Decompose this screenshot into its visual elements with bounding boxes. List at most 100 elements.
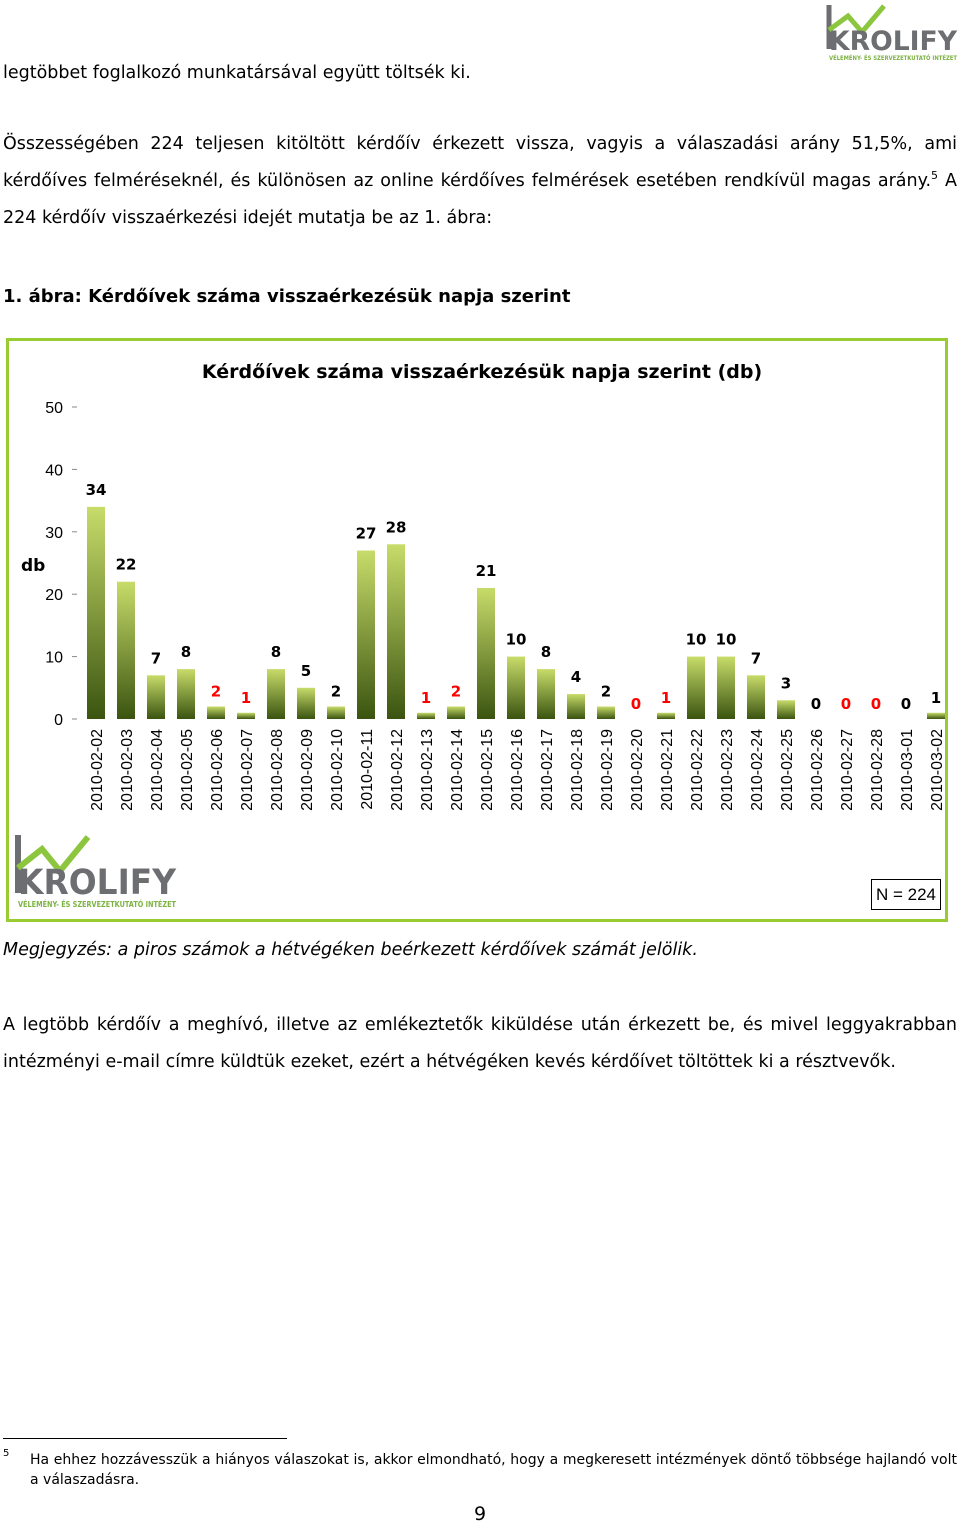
- bar: [267, 669, 285, 719]
- bar-value-label: 1: [241, 689, 251, 707]
- bar: [597, 706, 615, 719]
- x-tick-label: 2010-02-17: [539, 729, 556, 811]
- y-tick-label: 20: [45, 587, 63, 604]
- x-tick-label: 2010-02-22: [689, 729, 706, 811]
- x-tick-label: 2010-02-10: [329, 729, 346, 811]
- x-tick-label: 2010-02-25: [779, 729, 796, 811]
- bar-value-label: 0: [841, 695, 851, 713]
- bar-value-label: 7: [151, 649, 161, 667]
- bar: [507, 656, 525, 719]
- x-tick-label: 2010-02-18: [569, 729, 586, 811]
- bar: [477, 587, 495, 719]
- x-tick-label: 2010-02-08: [269, 729, 286, 811]
- krolify-logo-chart: KROLIFY VÉLEMÉNY- ÉS SZERVEZETKUTATÓ INT…: [15, 835, 177, 909]
- paragraph-response-rate-text: Összességében 224 teljesen kitöltött kér…: [3, 134, 957, 191]
- bar-value-label: 34: [86, 481, 107, 499]
- y-tick-label: 40: [45, 462, 63, 479]
- bar-value-label: 10: [686, 631, 707, 649]
- logo-tagline: VÉLEMÉNY- ÉS SZERVEZETKUTATÓ INTÉZET: [829, 54, 958, 62]
- bar-value-label: 8: [271, 643, 281, 661]
- x-tick-label: 2010-03-02: [929, 729, 945, 811]
- bar-value-label: 2: [211, 683, 221, 701]
- bar-value-label: 27: [356, 525, 377, 543]
- x-tick-label: 2010-02-28: [869, 729, 886, 811]
- bar: [447, 706, 465, 719]
- x-tick-label: 2010-02-23: [719, 729, 736, 811]
- x-tick-label: 2010-02-16: [509, 729, 526, 811]
- bar-value-label: 8: [541, 643, 551, 661]
- bar-value-label: 22: [116, 556, 137, 574]
- sample-size-box: N = 224: [871, 879, 941, 910]
- y-tick-label: 30: [45, 525, 63, 542]
- bar-value-label: 2: [331, 683, 341, 701]
- bar-value-label: 2: [451, 683, 461, 701]
- chart-note: Megjegyzés: a piros számok a hétvégéken …: [3, 940, 698, 960]
- footnote: 5 Ha ehhez hozzávesszük a hiányos válasz…: [3, 1448, 957, 1490]
- chart-logo-wordmark: KROLIFY: [18, 863, 177, 903]
- bar-value-label: 28: [386, 518, 407, 536]
- bar-value-label: 0: [811, 695, 821, 713]
- bar: [537, 669, 555, 719]
- x-tick-label: 2010-02-03: [119, 729, 136, 811]
- paragraph-response-rate-tail: A 224 kérdőív visszaérkezési idejét muta…: [3, 171, 957, 228]
- bar-value-label: 0: [901, 695, 911, 713]
- bar-value-label: 7: [751, 649, 761, 667]
- x-tick-label: 2010-02-09: [299, 729, 316, 811]
- y-tick-label: 0: [54, 712, 63, 729]
- x-tick-label: 2010-02-19: [599, 729, 616, 811]
- bar-value-label: 1: [421, 689, 431, 707]
- x-tick-label: 2010-02-06: [209, 729, 226, 811]
- chart-title: Kérdőívek száma visszaérkezésük napja sz…: [202, 361, 762, 383]
- paragraph-response-rate: Összességében 224 teljesen kitöltött kér…: [3, 126, 957, 237]
- chart-logo-tagline: VÉLEMÉNY- ÉS SZERVEZETKUTATÓ INTÉZET: [18, 900, 177, 909]
- x-tick-label: 2010-02-13: [419, 729, 436, 811]
- bar: [687, 656, 705, 719]
- bar-value-label: 1: [661, 689, 671, 707]
- x-axis: 2010-02-02 2010-02-03 2010-02-04 2010-02-05…: [89, 729, 945, 811]
- figure-caption: 1. ábra: Kérdőívek száma visszaérkezésük…: [3, 286, 571, 307]
- bar: [567, 694, 585, 719]
- footnote-reference[interactable]: 5: [931, 169, 939, 183]
- paragraph-weekend-text: A legtöbb kérdőív a meghívó, illetve az …: [3, 1015, 957, 1072]
- bar-value-label: 2: [601, 683, 611, 701]
- bar-value-label: 8: [181, 643, 191, 661]
- footnote-separator: [3, 1438, 287, 1439]
- x-tick-label: 2010-02-02: [89, 729, 106, 811]
- bar: [747, 675, 765, 719]
- x-tick-label: 2010-02-14: [449, 729, 466, 811]
- chart-frame: Kérdőívek száma visszaérkezésük napja sz…: [6, 338, 948, 922]
- bar: [297, 687, 315, 719]
- bar-value-label: 1: [931, 689, 941, 707]
- intro-line: legtöbbet foglalkozó munkatársával együt…: [3, 55, 957, 92]
- paragraph-weekend: A legtöbb kérdőív a meghívó, illetve az …: [3, 1007, 957, 1081]
- bar: [177, 669, 195, 719]
- x-tick-label: 2010-02-26: [809, 729, 826, 811]
- bar: [237, 712, 255, 719]
- x-tick-label: 2010-02-24: [749, 729, 766, 811]
- bar: [147, 675, 165, 719]
- bar-value-label: 3: [781, 674, 791, 692]
- x-tick-label: 2010-02-21: [659, 729, 676, 811]
- x-tick-label: 2010-02-07: [239, 729, 256, 811]
- x-tick-label: 2010-02-27: [839, 729, 856, 811]
- bar: [657, 712, 675, 719]
- x-tick-label: 2010-02-04: [149, 729, 166, 811]
- bar: [327, 706, 345, 719]
- bar-value-label: 21: [476, 562, 497, 580]
- bar-chart: Kérdőívek száma visszaérkezésük napja sz…: [21, 361, 945, 811]
- bar: [357, 550, 375, 719]
- bar-value-label: 0: [631, 695, 641, 713]
- sample-size-label: N = 224: [875, 884, 936, 904]
- x-tick-label: 2010-02-12: [389, 729, 406, 811]
- y-tick-label: 10: [45, 650, 63, 667]
- footnote-number: 5: [3, 1448, 10, 1459]
- bar: [417, 712, 435, 719]
- y-axis: 0 10 20 30 40 50: [45, 400, 77, 729]
- bar: [207, 706, 225, 719]
- bar: [717, 656, 735, 719]
- x-tick-label: 2010-02-20: [629, 729, 646, 811]
- bar: [927, 712, 945, 719]
- x-tick-label: 2010-02-11: [359, 729, 376, 810]
- x-tick-label: 2010-02-15: [479, 729, 496, 811]
